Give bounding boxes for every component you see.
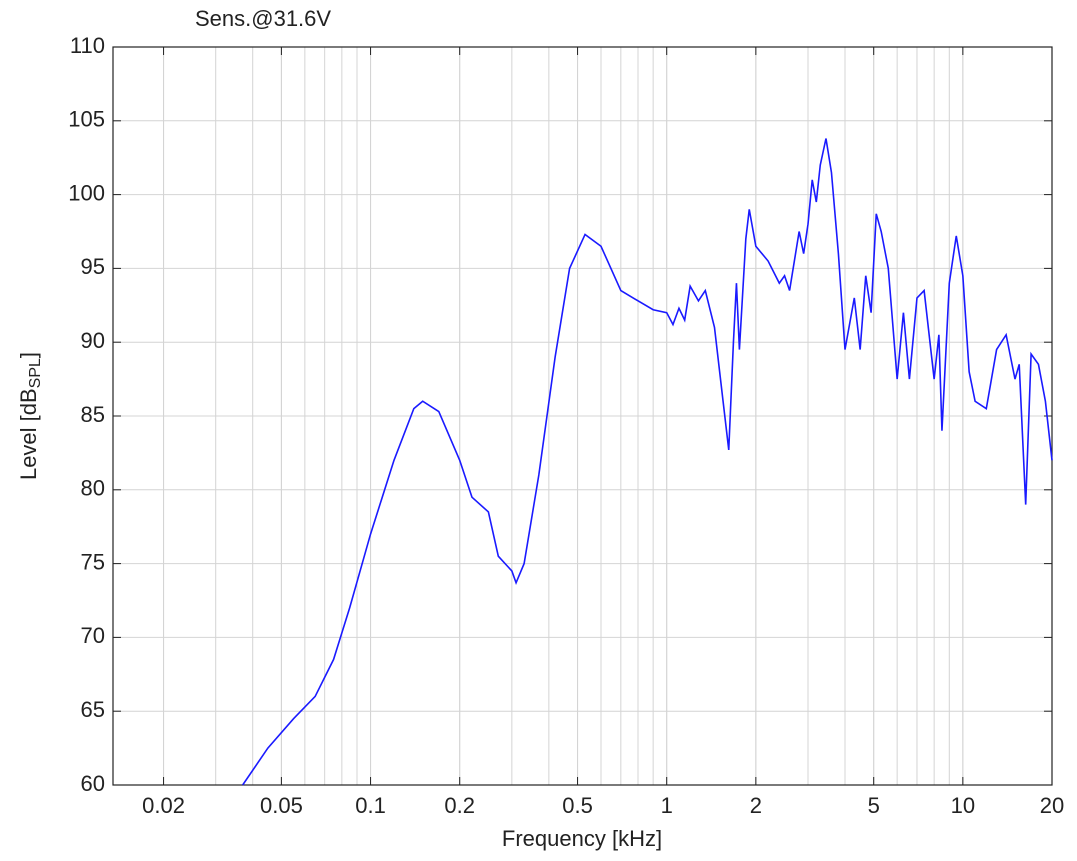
- y-tick-label: 100: [68, 180, 105, 205]
- plot-frame: [112, 46, 1053, 786]
- y-axis-label-sub: SPL: [27, 358, 44, 388]
- x-tick-label: 0.02: [142, 793, 185, 818]
- x-tick-label: 20: [1040, 793, 1064, 818]
- x-tick-label: 0.1: [355, 793, 386, 818]
- x-tick-label: 1: [661, 793, 673, 818]
- response-line: [242, 138, 1053, 786]
- y-axis-label: Level [dBSPL]: [16, 352, 44, 480]
- x-tick-label: 5: [868, 793, 880, 818]
- y-tick-label: 80: [81, 476, 105, 501]
- y-tick-label: 75: [81, 549, 105, 574]
- y-axis-label-main: Level [dB: [16, 388, 41, 480]
- y-tick-label: 110: [70, 33, 105, 58]
- x-tick-label: 0.05: [260, 793, 303, 818]
- x-tick-label: 10: [951, 793, 975, 818]
- y-tick-label: 95: [81, 254, 105, 279]
- x-axis-label: Frequency [kHz]: [502, 826, 662, 851]
- y-tick-label: 70: [81, 623, 105, 648]
- y-tick-label: 90: [81, 328, 105, 353]
- chart-title: Sens.@31.6V: [195, 6, 331, 31]
- y-tick-label: 60: [81, 771, 105, 796]
- x-tick-label: 0.2: [444, 793, 475, 818]
- y-tick-label: 85: [81, 402, 105, 427]
- y-tick-label: 65: [81, 697, 105, 722]
- y-axis-label-end: ]: [16, 352, 41, 358]
- x-tick-label: 0.5: [562, 793, 593, 818]
- y-tick-label: 105: [68, 107, 105, 132]
- x-tick-label: 2: [750, 793, 762, 818]
